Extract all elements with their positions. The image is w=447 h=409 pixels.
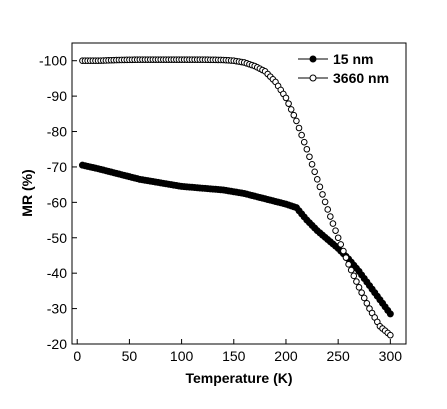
data-point-3660nm xyxy=(285,100,292,107)
data-point-3660nm xyxy=(311,168,318,176)
data-point-3660nm xyxy=(342,254,350,261)
x-tick-label: 250 xyxy=(326,348,350,364)
data-point-3660nm xyxy=(353,278,360,285)
x-axis-label: Temperature (K) xyxy=(185,370,292,386)
data-point-3660nm xyxy=(345,261,352,268)
data-point-3660nm xyxy=(316,183,324,191)
series-layer xyxy=(78,56,394,339)
plot-frame xyxy=(71,42,407,345)
legend-marker-15nm xyxy=(309,55,317,63)
data-point-3660nm xyxy=(293,117,300,125)
data-point-3660nm xyxy=(306,153,313,161)
data-point-3660nm xyxy=(360,294,368,302)
legend-marker-3660nm xyxy=(309,74,317,82)
data-point-3660nm xyxy=(321,198,329,206)
y-tick-label: -20 xyxy=(47,336,67,352)
x-tick-label: 200 xyxy=(274,348,298,364)
x-tick-label: 0 xyxy=(73,348,81,364)
data-point-3660nm xyxy=(308,160,316,168)
data-point-3660nm xyxy=(363,299,371,307)
data-point-3660nm xyxy=(355,284,363,291)
data-point-3660nm xyxy=(319,191,326,198)
y-tick-label: -70 xyxy=(47,159,67,175)
y-axis-ticks: -20 -30 -40 -50 -60 -70 -80 -90 -100 xyxy=(39,53,77,352)
legend-label-15nm: 15 nm xyxy=(333,51,373,67)
y-tick-label: -90 xyxy=(47,88,67,104)
data-point-3660nm xyxy=(287,106,295,113)
data-point-3660nm xyxy=(327,213,334,220)
legend-label-3660nm: 3660 nm xyxy=(333,70,389,86)
y-tick-label: -40 xyxy=(47,265,67,281)
data-point-3660nm xyxy=(334,234,342,242)
data-point-3660nm xyxy=(347,266,355,274)
y-tick-label: -60 xyxy=(47,194,67,210)
data-point-3660nm xyxy=(340,247,347,255)
data-point-3660nm xyxy=(387,331,394,339)
data-point-3660nm xyxy=(300,138,308,146)
x-tick-label: 50 xyxy=(122,348,138,364)
data-point-3660nm xyxy=(329,220,337,227)
legend: 15 nm 3660 nm xyxy=(298,51,389,86)
data-point-3660nm xyxy=(358,289,365,296)
data-point-3660nm xyxy=(282,94,290,102)
y-axis-label: MR (%) xyxy=(19,169,35,216)
data-point-3660nm xyxy=(290,111,298,119)
data-point-3660nm xyxy=(337,241,345,248)
y-tick-label: -100 xyxy=(39,53,67,69)
y-tick-label: -50 xyxy=(47,230,67,246)
data-point-3660nm xyxy=(298,131,305,139)
data-point-3660nm xyxy=(332,227,339,234)
x-tick-label: 150 xyxy=(222,348,246,364)
data-point-3660nm xyxy=(303,145,311,153)
data-point-3660nm xyxy=(350,272,358,280)
y-tick-label: -80 xyxy=(47,124,67,140)
x-tick-label: 300 xyxy=(379,348,403,364)
data-point-3660nm xyxy=(324,206,332,213)
x-axis-ticks: 0 50 100 150 200 250 300 xyxy=(73,339,402,364)
data-point-3660nm xyxy=(295,124,303,132)
data-point-15nm xyxy=(386,310,394,318)
data-point-3660nm xyxy=(313,176,321,183)
x-tick-label: 100 xyxy=(170,348,194,364)
y-tick-label: -30 xyxy=(47,301,67,317)
